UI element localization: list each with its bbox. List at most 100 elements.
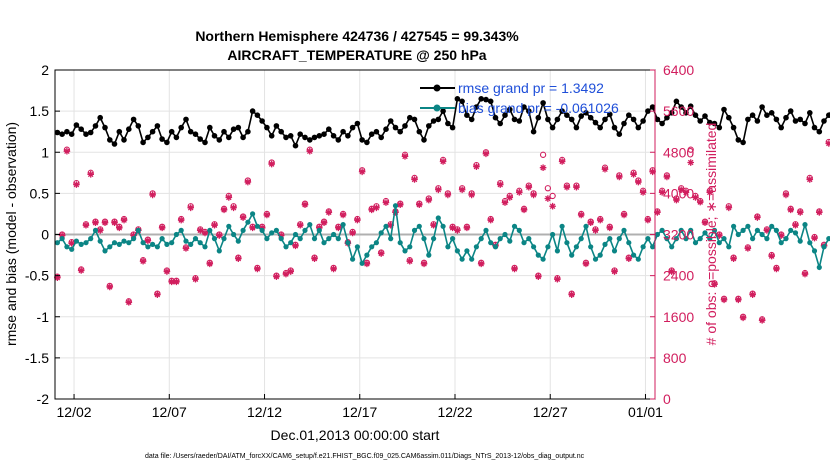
rmse-point (164, 139, 170, 146)
obs-assimilated-point (811, 234, 818, 242)
obs-assimilated-point (511, 265, 518, 273)
rmse-point (821, 118, 827, 124)
rmse-point (183, 116, 189, 123)
obs-assimilated-point (487, 216, 495, 224)
bias-point (635, 256, 641, 262)
obs-assimilated-point (339, 211, 347, 219)
obs-assimilated-point (387, 221, 395, 229)
rmse-point (292, 142, 299, 149)
rmse-point (664, 114, 670, 121)
rmse-point (287, 133, 294, 139)
obs-assimilated-point (168, 278, 175, 286)
obs-assimilated-point (801, 270, 809, 278)
rmse-point (602, 116, 608, 123)
bias-point (402, 248, 408, 254)
bias-point (216, 248, 222, 254)
obs-assimilated-point (482, 150, 490, 158)
obs-assimilated-point (235, 255, 242, 262)
bias-point (550, 231, 556, 238)
rmse-point (359, 137, 365, 143)
obs-assimilated-point (239, 214, 247, 221)
obs-assimilated-point (549, 202, 556, 210)
bias-point (673, 236, 680, 242)
obs-assimilated-point (796, 209, 804, 216)
bias-point (616, 236, 622, 242)
rmse-point (297, 131, 304, 137)
rmse-point (764, 112, 770, 118)
bias-point (245, 219, 251, 225)
bias-point (797, 238, 803, 244)
rmse-point (692, 112, 699, 118)
y-left-tick-label: -2 (37, 391, 50, 407)
obs-assimilated-point (301, 201, 309, 208)
rmse-point (278, 128, 285, 135)
obs-assimilated-point (144, 237, 152, 244)
bias-point (597, 252, 603, 258)
rmse-point (697, 118, 703, 124)
rmse-point (283, 134, 289, 141)
obs-assimilated-point (501, 199, 509, 206)
x-tick-label: 12/12 (247, 404, 282, 420)
rmse-point (768, 110, 775, 116)
bias-point (126, 240, 132, 246)
rmse-point (483, 96, 489, 103)
bias-point (335, 236, 341, 242)
bias-point (726, 244, 732, 250)
rmse-point (321, 131, 327, 137)
obs-assimilated-point (101, 219, 109, 226)
bias-point (111, 240, 118, 246)
bias-point (645, 236, 651, 242)
obs-assimilated-point (211, 221, 218, 229)
rmse-point (302, 134, 308, 141)
rmse-point (578, 113, 584, 119)
obs-assimilated-point (401, 153, 409, 160)
obs-assimilated-point (149, 191, 156, 199)
obs-assimilated-point (411, 176, 418, 183)
bias-point (59, 236, 65, 242)
obs-assimilated-point (706, 189, 714, 196)
bias-point (702, 230, 708, 236)
obs-assimilated-point (82, 221, 90, 229)
rmse-point (202, 139, 208, 146)
rmse-point (187, 128, 194, 135)
obs-assimilated-point (792, 221, 799, 229)
obs-assimilated-point (377, 250, 385, 257)
obs-assimilated-point (739, 314, 747, 322)
bias-point (607, 236, 613, 242)
rmse-point (311, 134, 318, 141)
rmse-point (616, 131, 623, 137)
rmse-point (264, 124, 270, 131)
bias-point (431, 236, 437, 242)
obs-assimilated-point (473, 163, 480, 170)
rmse-point (192, 131, 199, 137)
bias-point (183, 238, 189, 244)
obs-assimilated-point (449, 224, 456, 232)
obs-assimilated-point (415, 201, 423, 208)
bias-point (559, 223, 565, 229)
bias-point (759, 231, 765, 238)
bias-point (150, 241, 156, 247)
rmse-point (416, 128, 423, 135)
chart-subtitle: AIRCRAFT_TEMPERATURE @ 250 hPa (227, 47, 486, 63)
bias-point (478, 236, 484, 242)
obs-assimilated-point (373, 204, 380, 212)
rmse-point (735, 137, 742, 143)
x-tick-label: 12/02 (57, 404, 92, 420)
rmse-point (645, 108, 651, 114)
bias-point (573, 244, 580, 250)
rmse-point (340, 128, 346, 135)
obs-assimilated-point (282, 270, 290, 278)
y-left-tick-label: -0.5 (25, 268, 49, 284)
rmse-series (54, 96, 830, 149)
x-tick-label: 12/22 (437, 404, 472, 420)
rmse-point (116, 128, 123, 135)
rmse-point (473, 104, 480, 110)
y-left-tick-label: 1.5 (30, 103, 50, 119)
rmse-point (354, 120, 361, 127)
y-right-tick-label: 3200 (663, 227, 694, 243)
obs-assimilated-point (382, 199, 390, 206)
x-tick-label: 12/07 (152, 404, 187, 420)
rmse-point (121, 137, 127, 143)
obs-assimilated-point (87, 171, 95, 178)
y-right-tick-label: 4000 (663, 185, 694, 201)
